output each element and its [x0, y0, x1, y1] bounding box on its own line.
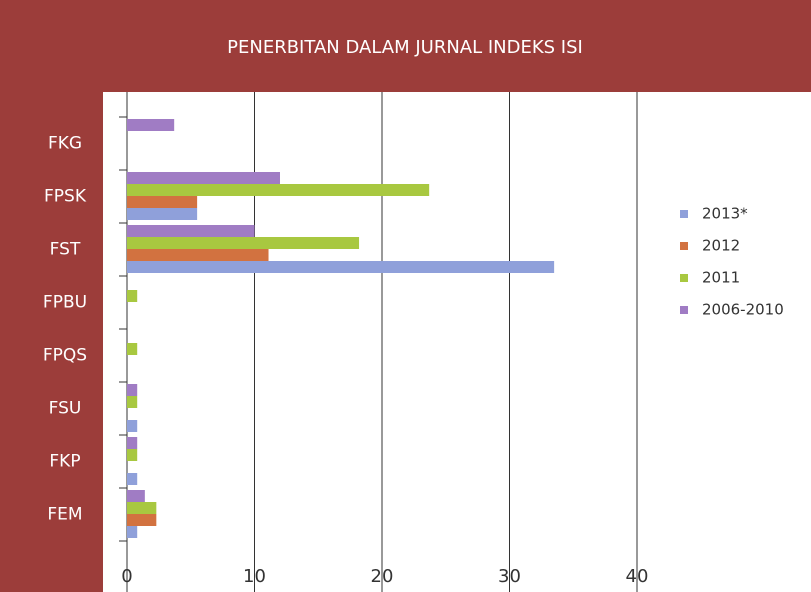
x-tick-label: 40 — [626, 566, 649, 587]
bar — [127, 290, 138, 302]
legend-label: 2011 — [702, 269, 740, 287]
legend-swatch — [680, 242, 688, 250]
y-tick-label: FPSK — [44, 187, 87, 207]
y-tick-label: FKG — [48, 134, 82, 154]
bar — [127, 449, 138, 461]
bar — [127, 396, 138, 408]
x-tick-label: 0 — [121, 566, 132, 587]
x-tick-label: 20 — [371, 566, 394, 587]
bar — [127, 249, 269, 261]
x-tick-label: 10 — [243, 566, 266, 587]
y-tick-label: FEM — [47, 505, 82, 525]
chart-title: PENERBITAN DALAM JURNAL INDEKS ISI — [227, 37, 583, 58]
bar — [127, 208, 198, 220]
bar — [127, 184, 430, 196]
bar — [127, 384, 138, 396]
legend-swatch — [680, 274, 688, 282]
bar — [127, 172, 280, 184]
legend-label: 2013* — [702, 205, 748, 223]
legend-swatch — [680, 210, 688, 218]
bar — [127, 490, 145, 502]
legend-swatch — [680, 306, 688, 314]
legend-label: 2012 — [702, 237, 740, 255]
y-tick-label: FSU — [49, 399, 82, 419]
bar — [127, 514, 157, 526]
bar — [127, 343, 138, 355]
legend-label: 2006-2010 — [702, 301, 784, 319]
bar — [127, 261, 555, 273]
y-tick-label: FPBU — [43, 293, 87, 313]
bar — [127, 420, 138, 432]
bar — [127, 473, 138, 485]
bar — [127, 437, 138, 449]
bar — [127, 526, 138, 538]
plot-panel — [103, 92, 811, 592]
bar — [127, 196, 198, 208]
x-tick-label: 30 — [498, 566, 521, 587]
y-tick-label: FKP — [49, 452, 80, 472]
bar — [127, 237, 360, 249]
bar — [127, 502, 157, 514]
bar — [127, 225, 255, 237]
bar — [127, 119, 175, 131]
y-tick-label: FPQS — [43, 346, 87, 366]
y-tick-label: FST — [50, 240, 81, 260]
